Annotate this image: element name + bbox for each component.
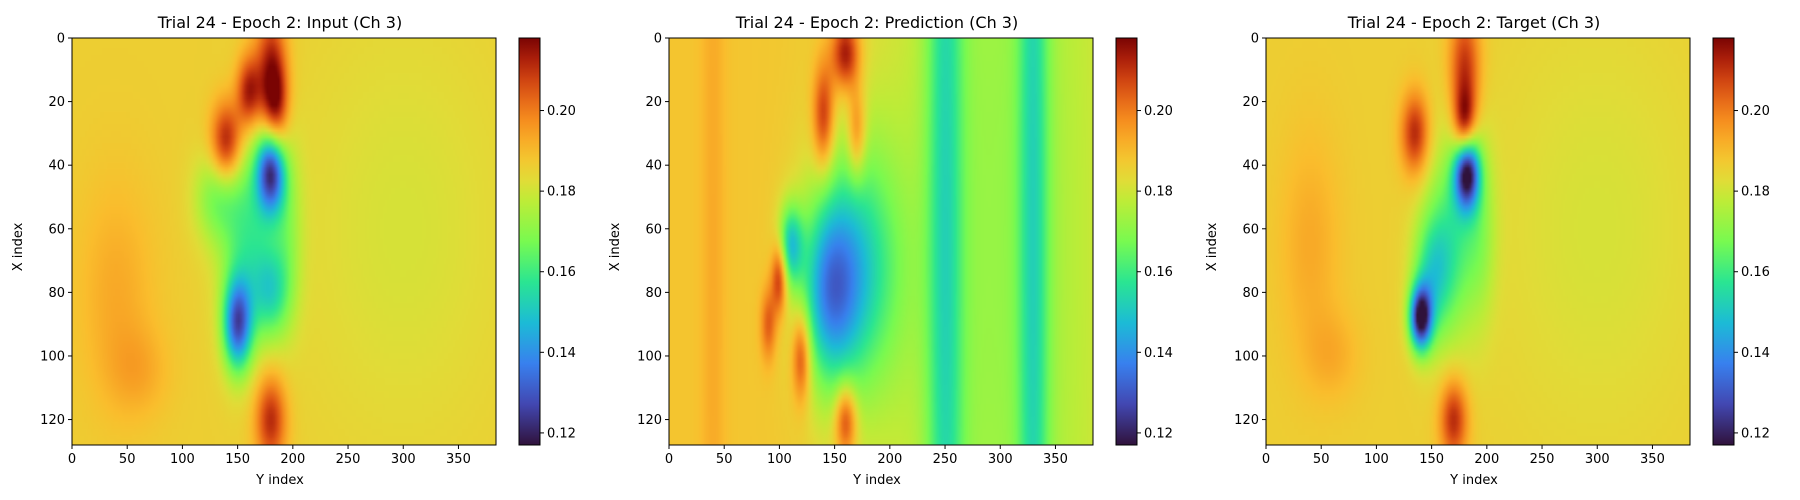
colorbar-tick-label: 0.14: [547, 346, 576, 361]
subplot-prediction: Trial 24 - Epoch 2: Prediction (Ch 3) Y …: [608, 13, 1018, 488]
x-tick-label: 150: [822, 452, 847, 467]
subplot-title: Trial 24 - Epoch 2: Input (Ch 3): [157, 13, 402, 32]
colorbar: [1116, 38, 1137, 445]
x-tick-label: 150: [1419, 452, 1444, 467]
subplot-title: Trial 24 - Epoch 2: Prediction (Ch 3): [735, 13, 1018, 32]
y-tick-label: 100: [637, 349, 662, 364]
colorbar-tick-label: 0.16: [1144, 265, 1173, 280]
plot-frame: [1265, 37, 1691, 446]
heatmap-panel: 0 50 100 150 200 250 300 350 0 20 40 60 80 100 120 0.12…: [1234, 32, 1770, 468]
x-tick-label: 50: [119, 452, 136, 467]
y-tick-label: 120: [40, 413, 65, 428]
x-tick-label: 200: [1474, 452, 1499, 467]
x-tick-label: 200: [280, 452, 305, 467]
x-tick-label: 350: [1640, 452, 1665, 467]
y-tick-label: 80: [1242, 286, 1259, 301]
y-tick-label: 20: [1242, 95, 1259, 110]
x-tick-label: 100: [767, 452, 792, 467]
colorbar-tick-label: 0.14: [1741, 346, 1770, 361]
subplot-input: Trial 24 - Epoch 2: Input (Ch 3) Y index…: [11, 13, 402, 488]
x-tick-label: 0: [665, 452, 673, 467]
y-tick-label: 0: [57, 32, 65, 47]
colorbar-tick-label: 0.18: [1144, 185, 1173, 200]
x-axis-label: Y index: [1449, 473, 1498, 488]
colorbar-frame: [1712, 37, 1735, 446]
x-tick-label: 250: [336, 452, 361, 467]
colorbar-frame: [1115, 37, 1138, 446]
plot-frame: [71, 37, 497, 446]
x-tick-label: 50: [716, 452, 733, 467]
heatmap-image: [669, 38, 1093, 445]
colorbar-tick-label: 0.16: [547, 265, 576, 280]
y-tick-label: 60: [645, 222, 662, 237]
colorbar-tick-label: 0.16: [1741, 265, 1770, 280]
y-tick-label: 80: [48, 286, 65, 301]
heatmap-panel: 0 50 100 150 200 250 300 350 0 20 40 60 80 100 120 0.12…: [40, 32, 576, 468]
x-tick-label: 350: [446, 452, 471, 467]
subplot-target: Trial 24 - Epoch 2: Target (Ch 3) Y inde…: [1205, 13, 1600, 488]
x-tick-label: 0: [1262, 452, 1270, 467]
x-axis-label: Y index: [852, 473, 901, 488]
colorbar-tick-label: 0.12: [547, 426, 576, 441]
y-axis-label: X index: [608, 222, 623, 271]
colorbar-tick-label: 0.20: [1741, 104, 1770, 119]
colorbar: [1713, 38, 1734, 445]
y-tick-label: 40: [645, 159, 662, 174]
y-axis-label: X index: [1205, 222, 1220, 271]
y-tick-label: 100: [40, 349, 65, 364]
y-tick-label: 60: [48, 222, 65, 237]
y-tick-label: 20: [48, 95, 65, 110]
y-tick-label: 120: [637, 413, 662, 428]
x-tick-label: 100: [170, 452, 195, 467]
x-tick-label: 300: [391, 452, 416, 467]
y-tick-label: 20: [645, 95, 662, 110]
y-tick-label: 0: [1251, 32, 1259, 47]
colorbar-tick-label: 0.18: [1741, 185, 1770, 200]
subplot-title: Trial 24 - Epoch 2: Target (Ch 3): [1347, 13, 1600, 32]
colorbar: [519, 38, 540, 445]
heatmap-panel: 0 50 100 150 200 250 300 350 0 20 40 60 80 100 120 0.12…: [637, 32, 1173, 468]
y-tick-label: 40: [48, 159, 65, 174]
colorbar-tick-label: 0.20: [1144, 104, 1173, 119]
y-axis-label: X index: [11, 222, 26, 271]
x-tick-label: 350: [1043, 452, 1068, 467]
heatmap-image: [72, 38, 496, 445]
x-axis-label: Y index: [255, 473, 304, 488]
colorbar-tick-label: 0.12: [1144, 426, 1173, 441]
y-tick-label: 60: [1242, 222, 1259, 237]
x-tick-label: 300: [1585, 452, 1610, 467]
y-tick-label: 120: [1234, 413, 1259, 428]
y-tick-label: 100: [1234, 349, 1259, 364]
x-tick-label: 150: [225, 452, 250, 467]
x-tick-label: 50: [1313, 452, 1330, 467]
x-tick-label: 250: [1530, 452, 1555, 467]
x-tick-label: 100: [1364, 452, 1389, 467]
y-tick-label: 40: [1242, 159, 1259, 174]
colorbar-tick-label: 0.14: [1144, 346, 1173, 361]
colorbar-tick-label: 0.12: [1741, 426, 1770, 441]
colorbar-tick-label: 0.18: [547, 185, 576, 200]
x-tick-label: 250: [933, 452, 958, 467]
heatmap-image: [1266, 38, 1690, 445]
x-tick-label: 200: [877, 452, 902, 467]
colorbar-tick-label: 0.20: [547, 104, 576, 119]
y-tick-label: 0: [654, 32, 662, 47]
y-tick-label: 80: [645, 286, 662, 301]
x-tick-label: 0: [68, 452, 76, 467]
colorbar-frame: [518, 37, 541, 446]
plot-frame: [668, 37, 1094, 446]
x-tick-label: 300: [988, 452, 1013, 467]
